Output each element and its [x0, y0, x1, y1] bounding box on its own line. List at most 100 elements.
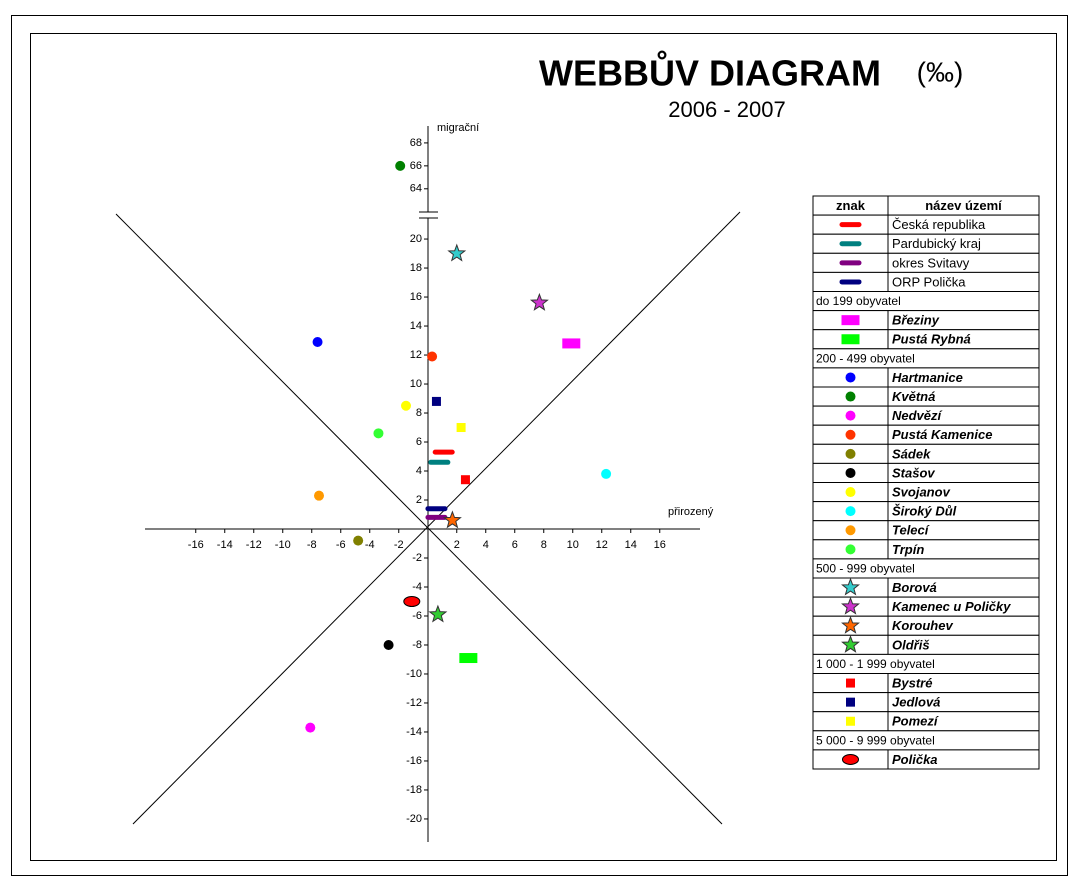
x-tick-label: -6	[336, 539, 346, 551]
legend-label: Svojanov	[892, 484, 951, 499]
y-tick-label: 20	[410, 233, 422, 245]
x-tick-label: -2	[394, 539, 404, 551]
marker-circle	[401, 400, 411, 411]
x-tick-label: -10	[275, 539, 291, 551]
marker-square	[460, 475, 470, 485]
marker-circle	[845, 448, 856, 459]
marker-circle	[601, 468, 612, 479]
y-tick-label: -4	[412, 581, 422, 593]
marker-dash	[839, 279, 862, 285]
chart-title: WEBBŮV DIAGRAM	[539, 49, 881, 94]
title-unit: (‰)	[917, 56, 964, 87]
marker-dash	[839, 260, 862, 266]
legend-label: Oldřiš	[892, 637, 930, 652]
marker-circle	[845, 410, 856, 421]
x-tick-label: -14	[217, 539, 233, 551]
marker-star	[428, 604, 448, 623]
legend-label: Polička	[892, 752, 938, 767]
x-tick-label: 14	[625, 539, 637, 551]
legend-group-title: 1 000 - 1 999 obyvatel	[816, 657, 935, 671]
x-tick-label: -16	[188, 539, 204, 551]
marker-ellipse	[842, 753, 859, 765]
legend-label: Kamenec u Poličky	[892, 599, 1011, 614]
marker-circle	[845, 391, 856, 402]
marker-square	[431, 396, 441, 406]
legend-label: Pomezí	[892, 714, 939, 729]
y-tick-label: -10	[406, 668, 422, 680]
y-tick-label: -18	[406, 784, 422, 796]
marker-star	[442, 510, 462, 529]
x-tick-label: -12	[246, 539, 262, 551]
legend-label: Telecí	[892, 523, 930, 538]
marker-circle	[312, 336, 323, 347]
marker-circle	[395, 160, 406, 171]
x-tick-label: -4	[365, 539, 375, 551]
y-tick-label: -16	[406, 755, 422, 767]
x-tick-label: 2	[454, 539, 460, 551]
y-tick-label: 14	[410, 320, 422, 332]
marker-circle	[305, 722, 316, 733]
x-tick-label: 12	[596, 539, 608, 551]
y-tick-label: -6	[412, 610, 422, 622]
legend-label: Květná	[892, 389, 935, 404]
marker-circle	[845, 544, 856, 555]
legend-label: Široký Důl	[892, 504, 957, 519]
marker-circle	[845, 372, 856, 383]
legend-label: Březiny	[892, 313, 940, 328]
marker-circle	[427, 351, 438, 362]
y-axis-label: migrační	[437, 122, 479, 134]
marker-rect	[562, 338, 581, 349]
y-tick-label: 6	[416, 436, 422, 448]
legend-label: Hartmanice	[892, 370, 963, 385]
marker-star	[841, 577, 860, 596]
outer-frame	[11, 15, 1068, 876]
legend-row	[812, 749, 1040, 770]
marker-circle	[353, 535, 364, 546]
legend-header: název území	[925, 198, 1002, 213]
y-tick-label: 10	[410, 378, 422, 390]
y-tick-label: 8	[416, 407, 422, 419]
legend-group-title: 5 000 - 9 999 obyvatel	[816, 734, 935, 748]
marker-dash	[428, 459, 451, 465]
y-tick-label: -8	[412, 639, 422, 651]
legend-label: Trpín	[892, 542, 924, 557]
y-tick-label: -20	[406, 813, 422, 825]
diagonal	[115, 213, 723, 825]
legend-label: Nedvězí	[892, 408, 943, 423]
marker-dash	[432, 449, 455, 455]
x-tick-label: 10	[567, 539, 579, 551]
x-tick-label: -8	[307, 539, 317, 551]
marker-ellipse	[403, 595, 421, 607]
y-tick-label: 68	[410, 137, 422, 149]
legend-label: Bystré	[892, 675, 932, 690]
legend-label: okres Svitavy	[892, 255, 970, 270]
marker-star	[841, 615, 860, 634]
marker-square	[456, 423, 466, 433]
legend-label: Pustá Kamenice	[892, 427, 992, 442]
x-axis-label: přirozený	[668, 506, 714, 518]
marker-square	[846, 697, 855, 707]
y-tick-label: 16	[410, 291, 422, 303]
marker-circle	[383, 639, 394, 650]
x-tick-label: 6	[512, 539, 518, 551]
legend-label: Borová	[892, 580, 937, 595]
marker-star	[841, 596, 860, 615]
marker-circle	[845, 487, 856, 498]
marker-circle	[314, 490, 324, 501]
y-tick-label: 64	[410, 183, 422, 195]
marker-dash	[425, 514, 448, 520]
marker-dash	[839, 222, 862, 228]
marker-dash	[839, 241, 862, 247]
marker-dash	[425, 506, 448, 512]
y-tick-label: -14	[406, 726, 422, 738]
legend-label: Pustá Rybná	[892, 332, 971, 347]
x-tick-label: 8	[541, 539, 547, 551]
legend-label: Korouhev	[892, 618, 953, 633]
marker-rect	[841, 334, 860, 345]
legend-header: znak	[836, 198, 866, 213]
marker-rect	[841, 315, 860, 326]
legend-label: ORP Polička	[892, 274, 966, 289]
marker-square	[846, 716, 855, 726]
marker-circle	[845, 506, 856, 517]
